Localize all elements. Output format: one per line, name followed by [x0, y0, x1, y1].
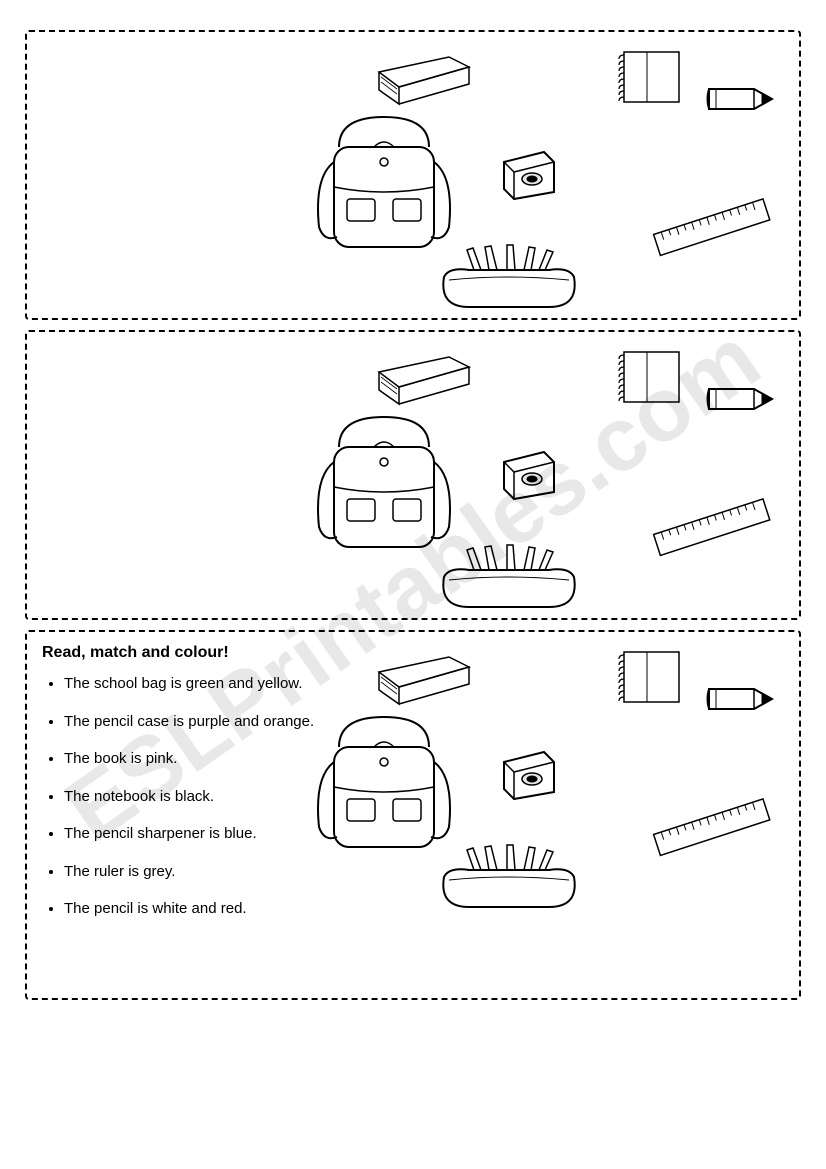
illustration-group	[269, 42, 779, 312]
ruler-icon	[644, 497, 774, 557]
notebook-icon	[609, 47, 684, 107]
worksheet-panel-2	[25, 330, 801, 620]
pencil-case-icon	[429, 242, 584, 312]
pencil-case-icon	[429, 842, 584, 912]
ruler-icon	[644, 197, 774, 257]
sharpener-icon	[494, 747, 564, 802]
ruler-icon	[644, 797, 774, 857]
book-icon	[369, 52, 479, 107]
worksheet-panel-1	[25, 30, 801, 320]
book-icon	[369, 652, 479, 707]
sharpener-icon	[494, 447, 564, 502]
book-icon	[369, 352, 479, 407]
worksheet-panel-3: Read, match and colour! The school bag i…	[25, 630, 801, 1000]
notebook-icon	[609, 347, 684, 407]
notebook-icon	[609, 647, 684, 707]
pencil-icon	[704, 377, 779, 422]
illustration-group	[269, 342, 779, 612]
sharpener-icon	[494, 147, 564, 202]
pencil-icon	[704, 677, 779, 722]
pencil-icon	[704, 77, 779, 122]
backpack-icon	[299, 707, 469, 857]
illustration-group	[269, 642, 779, 912]
backpack-icon	[299, 107, 469, 257]
backpack-icon	[299, 407, 469, 557]
pencil-case-icon	[429, 542, 584, 612]
